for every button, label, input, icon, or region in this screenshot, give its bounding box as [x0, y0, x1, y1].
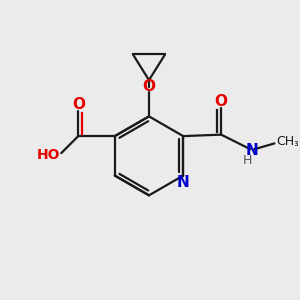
Text: CH: CH [277, 135, 295, 148]
Text: O: O [72, 97, 85, 112]
Text: N: N [245, 143, 258, 158]
Text: H: H [243, 154, 252, 167]
Text: ₃: ₃ [293, 138, 298, 148]
Text: HO: HO [36, 148, 60, 161]
Text: O: O [142, 79, 155, 94]
Text: N: N [177, 175, 190, 190]
Text: O: O [215, 94, 228, 110]
